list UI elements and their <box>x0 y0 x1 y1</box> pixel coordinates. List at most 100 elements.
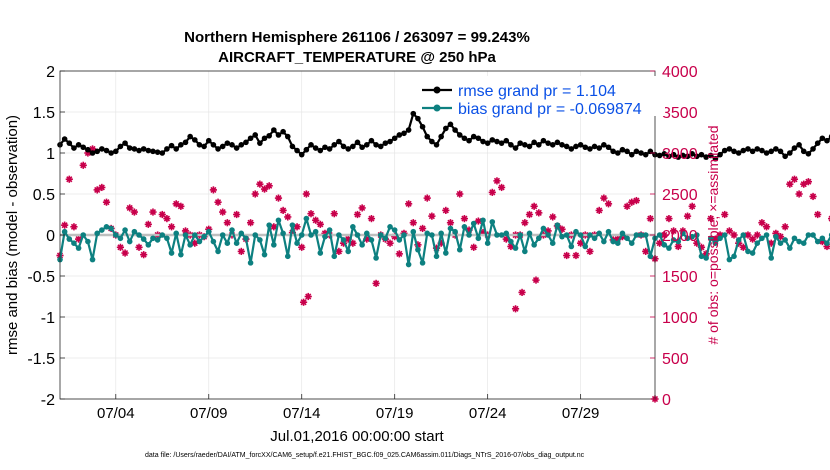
obs-marker-center <box>727 228 732 234</box>
rmse-point <box>777 148 784 155</box>
rmse-point <box>596 145 603 151</box>
bias-point <box>122 227 128 233</box>
rmse-point <box>117 143 124 150</box>
bias-point <box>419 260 426 266</box>
bias-point <box>800 240 807 246</box>
rmse-point <box>740 147 747 154</box>
bias-point <box>224 240 231 246</box>
obs-point <box>586 247 594 255</box>
rmse-point <box>656 152 663 159</box>
rmse-point <box>136 147 142 154</box>
bias-point <box>689 233 695 240</box>
rmse-point <box>452 127 458 133</box>
bias-point <box>391 227 398 233</box>
rmse-point <box>131 146 138 152</box>
rmse-point <box>150 148 156 155</box>
tick-label-right: 3500 <box>662 105 698 122</box>
bias-point <box>470 220 477 227</box>
obs-point <box>790 175 799 183</box>
bias-point <box>549 240 556 246</box>
obs-point <box>600 194 608 202</box>
bias-point <box>275 217 282 224</box>
rmse-point <box>791 145 798 151</box>
obs-marker-center <box>373 281 379 286</box>
obs-marker-center <box>666 216 672 221</box>
obs-marker-center <box>192 241 198 246</box>
rmse-point <box>824 137 830 144</box>
obs-point <box>312 216 320 224</box>
obs-marker-center <box>499 185 504 190</box>
obs-marker-center <box>662 232 667 238</box>
obs-marker-center <box>425 195 430 201</box>
obs-point <box>804 178 812 186</box>
bias-point <box>308 232 314 238</box>
obs-marker-center <box>504 236 509 242</box>
rmse-point <box>243 139 249 146</box>
rmse-point <box>275 132 282 138</box>
rmse-point <box>694 153 700 160</box>
bias-point <box>480 217 486 224</box>
bias-point <box>666 245 672 251</box>
obs-point <box>98 183 106 192</box>
rmse-point <box>456 132 463 138</box>
obs-marker-center <box>815 212 820 217</box>
obs-point <box>511 305 520 313</box>
tick-label-right: 500 <box>662 351 689 368</box>
obs-marker-center <box>755 232 760 238</box>
obs-marker-center <box>308 211 314 216</box>
obs-marker-center <box>183 228 188 234</box>
obs-marker-center <box>494 178 500 184</box>
rmse-point <box>712 155 719 162</box>
bias-point <box>80 232 87 238</box>
obs-point <box>721 210 729 219</box>
bias-point <box>377 232 384 238</box>
bias-point <box>331 253 338 260</box>
obs-marker-center <box>657 241 662 246</box>
obs-point <box>646 215 654 223</box>
obs-marker-center <box>313 218 318 223</box>
bias-point <box>782 237 788 243</box>
obs-marker-center <box>406 201 411 207</box>
rmse-point <box>429 138 435 145</box>
obs-marker-center <box>564 253 569 258</box>
obs-marker-center <box>508 244 514 249</box>
bias-point <box>317 250 324 256</box>
obs-point <box>758 219 766 227</box>
rmse-point <box>350 143 356 150</box>
bias-point <box>787 245 793 251</box>
obs-point <box>688 202 696 210</box>
obs-marker-center <box>71 224 77 229</box>
bias-point <box>112 232 119 238</box>
legend-rmse-marker <box>433 86 441 94</box>
obs-marker-center <box>81 163 86 168</box>
obs-marker-center <box>792 177 797 182</box>
obs-point <box>353 210 362 219</box>
rmse-point <box>587 146 593 152</box>
rmse-point <box>261 135 268 142</box>
rmse-point <box>280 128 286 135</box>
obs-marker-center <box>234 212 239 217</box>
obs-marker-center <box>169 224 174 229</box>
obs-point <box>158 210 166 219</box>
tick-label-right: 2500 <box>662 187 698 204</box>
obs-point <box>446 219 455 227</box>
obs-marker-center <box>336 249 342 254</box>
obs-marker-center <box>597 208 602 213</box>
rmse-point <box>582 144 589 151</box>
obs-marker-center <box>285 214 290 220</box>
bias-point <box>661 242 668 248</box>
obs-marker-center <box>67 177 72 182</box>
bias-point <box>140 236 147 242</box>
obs-point <box>786 180 794 188</box>
tick-label-right: 1500 <box>662 269 698 286</box>
rmse-point <box>89 150 96 156</box>
rmse-point <box>99 146 105 152</box>
bias-point <box>712 240 719 246</box>
obs-point <box>409 219 417 227</box>
bias-point <box>192 232 198 238</box>
obs-point <box>707 215 715 223</box>
obs-marker-center <box>708 216 713 221</box>
obs-marker-center <box>527 212 532 217</box>
obs-point <box>74 235 83 243</box>
